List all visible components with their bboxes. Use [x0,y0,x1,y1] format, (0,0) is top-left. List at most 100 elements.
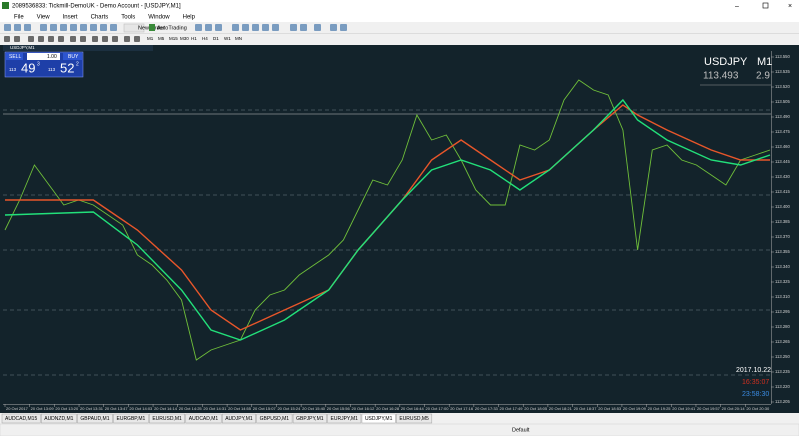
tab-label[interactable]: AUDCAD,M1 [189,416,219,422]
tab-frame[interactable] [1,413,41,424]
tab-frame[interactable] [361,413,396,424]
maximize[interactable] [762,2,769,9]
toolbar-icon[interactable] [100,24,107,31]
tab-frame[interactable] [221,413,256,424]
toolbar-icon[interactable] [14,24,21,31]
lots-input[interactable] [27,53,60,60]
menu-item[interactable]: File [14,15,24,21]
autotrading-label[interactable]: AutoTrading [157,25,187,31]
tab-frame[interactable] [292,413,327,424]
tab[interactable]: GBPUSD,M1 [256,413,293,424]
toolbar-icon[interactable] [58,36,64,42]
toolbar-icon[interactable] [205,24,212,31]
tab[interactable]: AUDCAD,M1 [185,413,222,424]
toolbar-icon[interactable] [90,24,97,31]
tab-frame[interactable] [113,413,149,424]
autotrading-icon[interactable] [149,24,155,31]
tab-label[interactable]: GBPJPY,M1 [296,416,324,422]
toolbar-icon[interactable] [38,36,44,42]
tab-frame[interactable] [40,413,77,424]
buy-button[interactable] [63,53,82,60]
tab-frame[interactable] [149,413,186,424]
buy-price-big[interactable]: 113 [48,67,56,72]
toolbar-icon[interactable] [330,24,337,31]
toolbar-icon[interactable] [48,36,54,42]
toolbar-icon[interactable] [4,24,11,31]
timeframe-button[interactable]: M15 [169,36,178,41]
timeframe-button[interactable]: MN [235,36,242,41]
toolbar-icon[interactable] [290,24,297,31]
toolbar-icon[interactable] [110,24,117,31]
buy-price-point[interactable]: 2 [76,61,79,67]
toolbar-icon[interactable] [340,24,347,31]
toolbar-icon[interactable] [195,24,202,31]
tab-label[interactable]: EURGBP,M1 [117,416,146,422]
tab-label[interactable]: USDJPY,M1 [365,416,393,422]
timeframe-button[interactable]: M30 [180,36,189,41]
timeframe-button[interactable]: H1 [191,36,197,41]
tab-label[interactable]: AUDCAD,M15 [5,416,37,422]
toolbar-icon[interactable] [300,24,307,31]
tab[interactable]: EURUSD,M1 [149,413,186,424]
timeframe-button[interactable]: H4 [202,36,208,41]
toolbar-icon[interactable] [40,24,47,31]
toolbar-icon[interactable] [314,24,321,31]
sell-label[interactable]: SELL [9,54,21,60]
tab[interactable]: AUDCAD,M15 [1,413,41,424]
toolbar-icon[interactable] [242,24,249,31]
toolbar-icon[interactable] [112,36,118,42]
toolbar-icon[interactable] [60,24,67,31]
tab[interactable]: EURUSD,M5 [396,413,433,424]
new-order-button[interactable] [123,23,145,33]
tab-label[interactable]: EURJPY,M1 [331,416,359,422]
tab-label[interactable]: GBPUSD,M1 [260,416,290,422]
toolbar-icon[interactable] [272,24,279,31]
toolbar-icon[interactable] [14,36,20,42]
tab[interactable]: AUDJPY,M1 [221,413,256,424]
menu-item[interactable]: Charts [91,15,109,21]
toolbar-icon[interactable] [24,24,31,31]
menu-item[interactable]: Help [183,15,196,21]
tab[interactable]: EURGBP,M1 [113,413,149,424]
tab[interactable]: EURJPY,M1 [327,413,362,424]
toolbar-icon[interactable] [50,24,57,31]
toolbar-icon[interactable] [92,36,98,42]
close[interactable]: × [788,3,792,10]
toolbar-icon[interactable] [28,36,34,42]
toolbar-icon[interactable] [80,36,86,42]
sell-price-point[interactable]: 3 [37,61,40,67]
lots-value[interactable]: 1.00 [47,54,57,60]
tab[interactable]: AUDNZD,M1 [40,413,77,424]
menu-item[interactable]: Insert [63,15,78,21]
tab-label[interactable]: AUDNZD,M1 [44,416,73,422]
buy-label[interactable]: BUY [68,54,79,60]
toolbar-icon[interactable] [80,24,87,31]
buy-price-pips[interactable]: 52 [60,60,74,75]
tab-label[interactable]: EURUSD,M5 [399,416,429,422]
toolbar-icon[interactable] [70,24,77,31]
tab-label[interactable]: GBPAUD,M1 [80,416,109,422]
toolbar-icon[interactable] [232,24,239,31]
tab[interactable]: GBPAUD,M1 [77,413,113,424]
tab-label[interactable]: AUDJPY,M1 [225,416,253,422]
tab[interactable]: USDJPY,M1 [361,413,396,424]
toolbar-icon[interactable] [124,36,130,42]
tab-label[interactable]: EURUSD,M1 [152,416,182,422]
menu-item[interactable]: View [37,15,51,21]
timeframe-button[interactable]: D1 [213,36,219,41]
sell-button[interactable] [6,53,23,60]
toolbar-icon[interactable] [215,24,222,31]
toolbar-icon[interactable] [4,36,10,42]
minimize[interactable]: – [735,3,739,10]
tab-frame[interactable] [185,413,222,424]
tab-frame[interactable] [327,413,362,424]
tab-frame[interactable] [77,413,113,424]
toolbar-icon[interactable] [70,36,76,42]
menu-item[interactable]: Window [148,15,170,21]
toolbar-icon[interactable] [134,36,140,42]
tab[interactable]: GBPJPY,M1 [292,413,327,424]
timeframe-button[interactable]: M1 [147,36,154,41]
toolbar-icon[interactable] [262,24,269,31]
toolbar-icon[interactable] [102,36,108,42]
tab-frame[interactable] [396,413,433,424]
